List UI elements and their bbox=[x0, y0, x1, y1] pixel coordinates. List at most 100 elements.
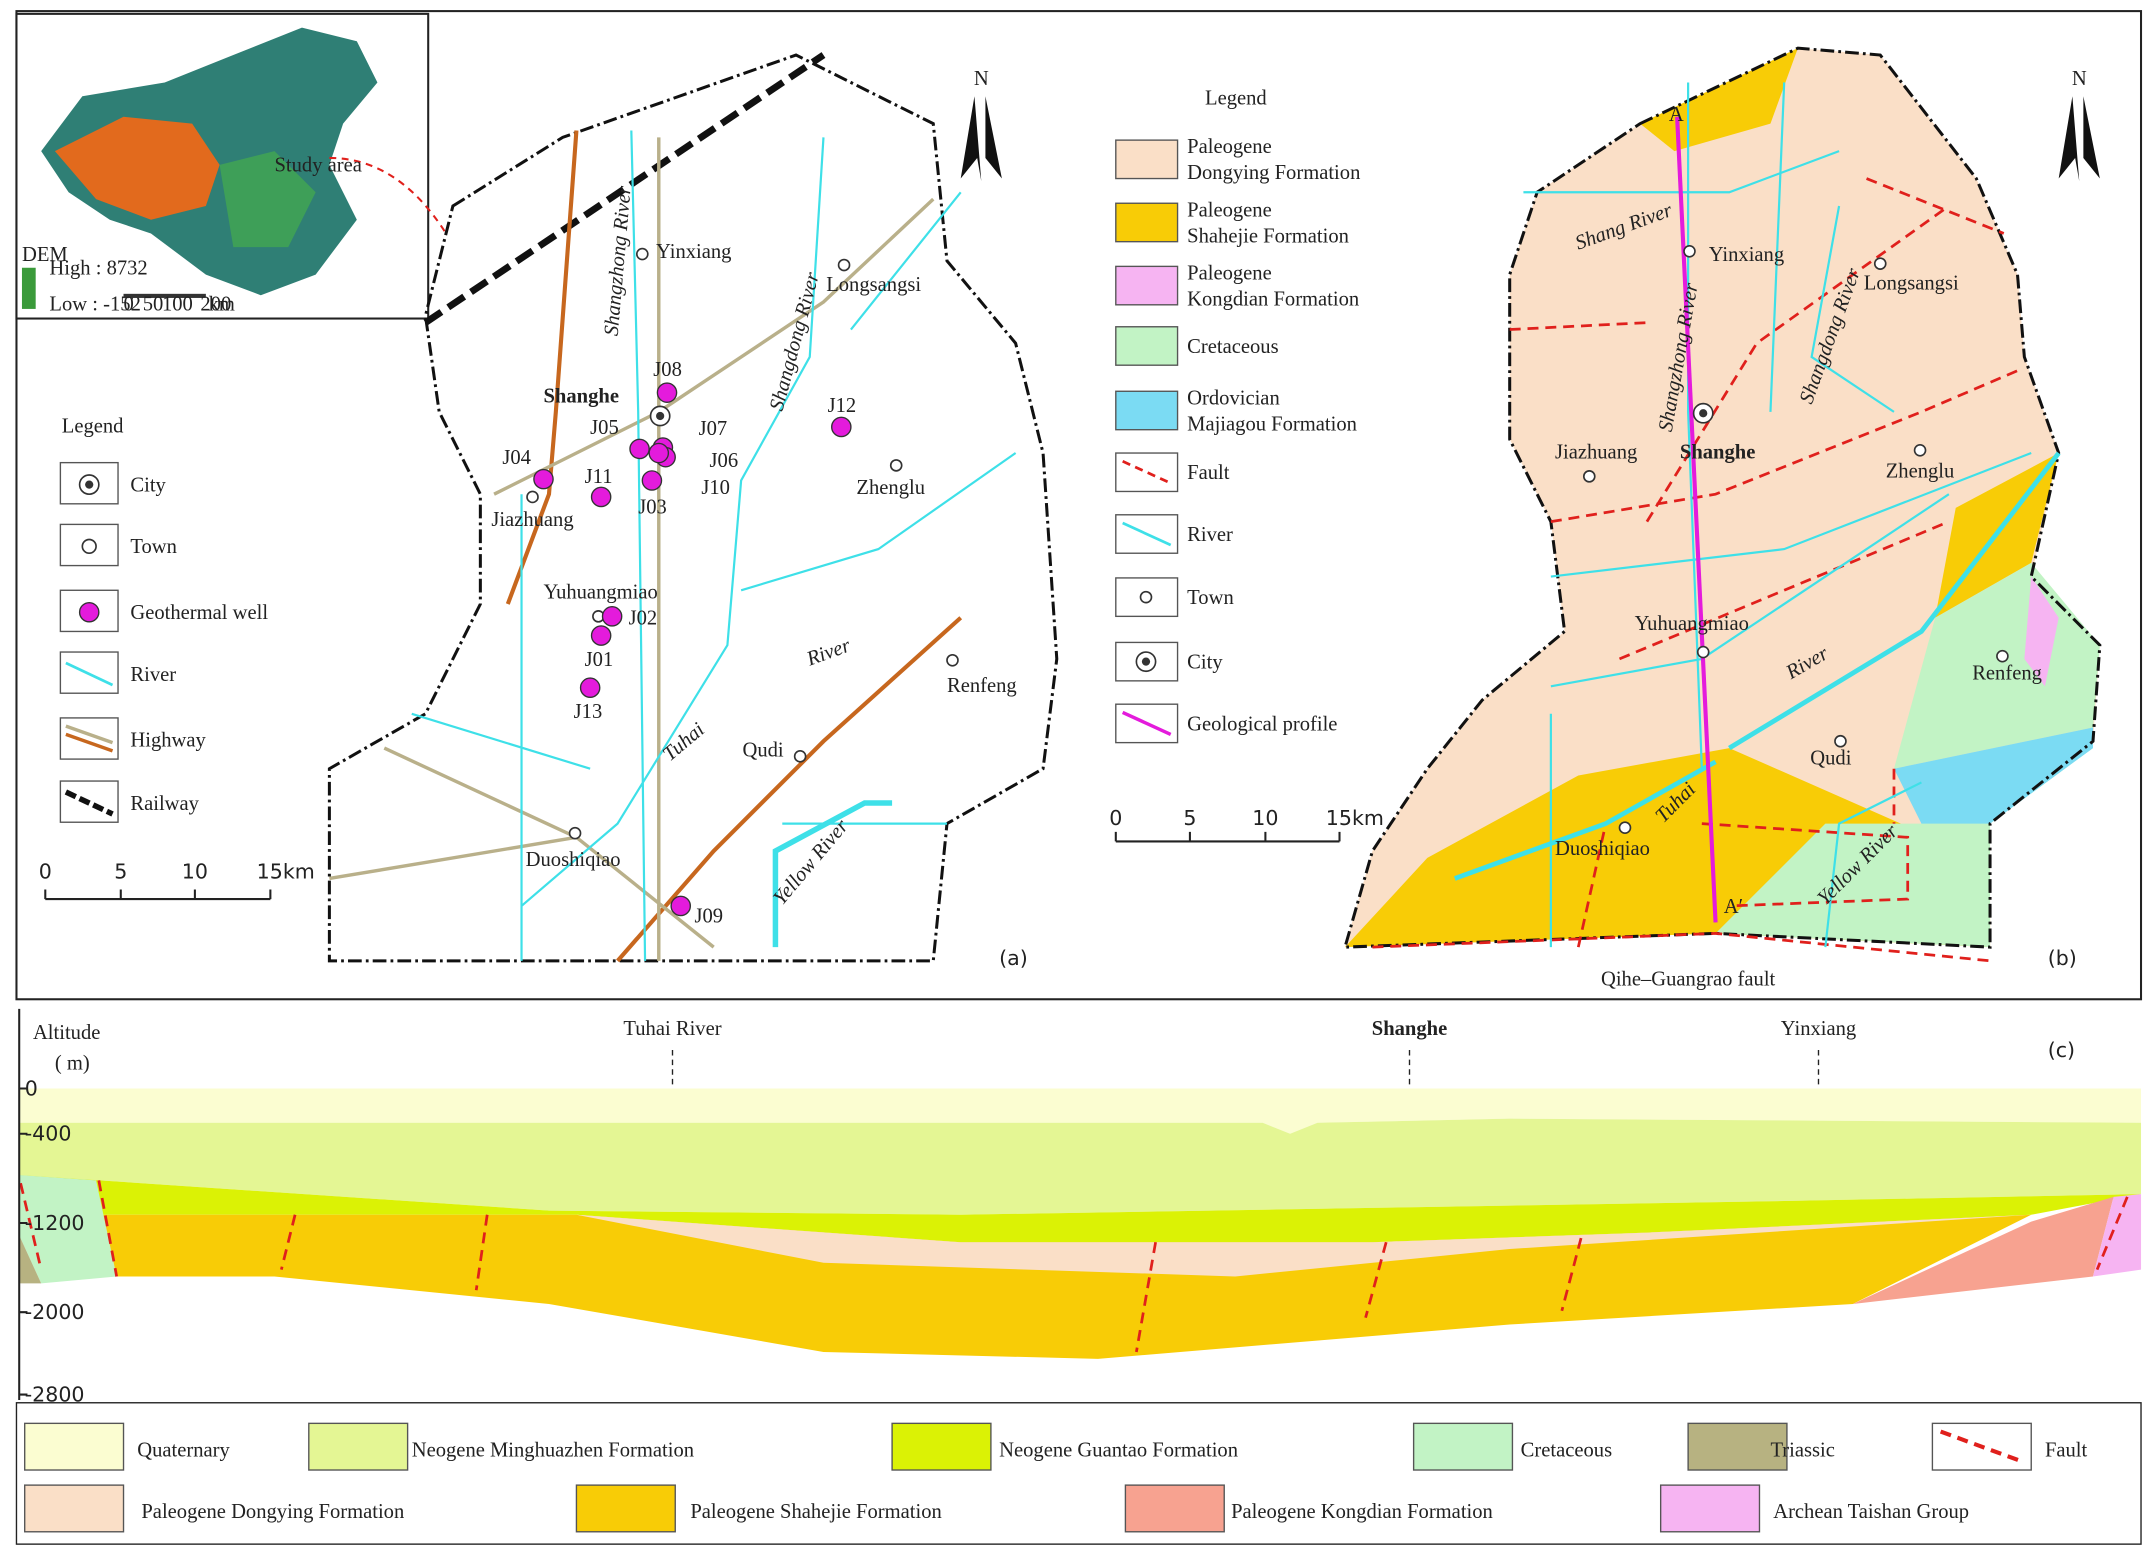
inset-scale-label: 100 bbox=[162, 293, 193, 315]
axis-title: Altitude bbox=[33, 1022, 100, 1044]
town-marker bbox=[526, 490, 539, 504]
railway bbox=[423, 52, 826, 326]
inset-scale-label: km bbox=[209, 293, 235, 315]
well-label: J09 bbox=[694, 905, 723, 927]
legend-item: Quaternary bbox=[137, 1439, 230, 1461]
panel-frame bbox=[15, 10, 2143, 1001]
geothermal-well bbox=[670, 895, 692, 917]
legend-swatch bbox=[24, 1422, 125, 1471]
town-marker bbox=[635, 247, 649, 261]
geothermal-well bbox=[629, 438, 650, 460]
north-label: N bbox=[2072, 68, 2087, 90]
legend-swatch bbox=[575, 1484, 676, 1533]
inset-plateau bbox=[54, 116, 220, 220]
shahejie-area bbox=[1640, 48, 2059, 618]
geothermal-well bbox=[533, 468, 554, 490]
taishan-layer bbox=[2092, 1194, 2142, 1277]
town-marker bbox=[1139, 590, 1153, 604]
well-label: J08 bbox=[653, 359, 682, 381]
legend-item: City bbox=[1187, 652, 1223, 674]
legend-item: City bbox=[130, 474, 166, 496]
legend-item: Paleogene bbox=[1187, 136, 1272, 158]
legend-item: Cretaceous bbox=[1187, 336, 1278, 358]
study-area-outline bbox=[1342, 46, 2102, 949]
legend-item: Geological profile bbox=[1187, 713, 1337, 735]
legend-swatch bbox=[1115, 390, 1179, 431]
legend-item: Cretaceous bbox=[1521, 1439, 1612, 1461]
scale-label: 15km bbox=[1326, 806, 1384, 830]
city-label: Shanghe bbox=[1680, 442, 1755, 464]
inset-legend-title: DEM bbox=[22, 244, 68, 266]
town-marker bbox=[1683, 244, 1696, 258]
inset-scale bbox=[123, 293, 206, 298]
town-label: Jiazhuang bbox=[491, 509, 573, 531]
altitude-tick-label: 0 bbox=[25, 1076, 38, 1100]
guantao-layer bbox=[19, 1174, 2142, 1243]
inset-dem-bar bbox=[21, 267, 36, 309]
city-label: Shanghe bbox=[543, 385, 619, 407]
inset-high: High : 8732 bbox=[49, 258, 147, 280]
legend-item: Town bbox=[1187, 587, 1234, 609]
altitude-tick-label: -2800 bbox=[25, 1382, 85, 1406]
panel-label: (b) bbox=[2048, 946, 2077, 970]
legend-item: Paleogene bbox=[1187, 262, 1272, 284]
scale-label: 0 bbox=[39, 859, 52, 883]
town-marker bbox=[81, 538, 97, 555]
legend-item: Fault bbox=[1187, 462, 1230, 484]
town-marker bbox=[793, 750, 807, 763]
cretaceous-layer bbox=[19, 1174, 117, 1284]
legend-item: Triassic bbox=[1770, 1439, 1834, 1461]
legend-swatch bbox=[1124, 1484, 1225, 1533]
city-marker bbox=[656, 411, 665, 421]
altitude-tick-label: -2000 bbox=[25, 1300, 85, 1324]
dongying-layer bbox=[576, 1214, 2032, 1277]
altitude-axis bbox=[18, 1008, 28, 1401]
kongdian-layer bbox=[1852, 1196, 2114, 1304]
north-arrow bbox=[2058, 96, 2100, 182]
well-label: J07 bbox=[699, 418, 728, 440]
legend-item: Town bbox=[130, 536, 177, 558]
legend-title: Legend bbox=[62, 415, 124, 437]
scale-label: 5 bbox=[114, 859, 127, 883]
inset-lowland bbox=[219, 151, 316, 248]
legend-item: Dongying Formation bbox=[1187, 162, 1360, 184]
axis-title: ( m) bbox=[55, 1052, 90, 1074]
legend-item: Archean Taishan Group bbox=[1773, 1501, 1969, 1523]
legend-swatch bbox=[1115, 202, 1179, 243]
town-label: Renfeng bbox=[947, 675, 1017, 697]
geothermal-well bbox=[579, 677, 601, 699]
scale-bar bbox=[44, 889, 272, 901]
legend-item: Kongdian Formation bbox=[1187, 288, 1359, 310]
legend-frame bbox=[15, 1402, 2142, 1545]
kongdian-area bbox=[2024, 576, 2059, 687]
legend-fault bbox=[1939, 1429, 2024, 1464]
fault-label: Qihe–Guangrao fault bbox=[1601, 969, 1776, 991]
geothermal-well bbox=[641, 470, 663, 491]
town-marker bbox=[1873, 257, 1887, 270]
quaternary-layer bbox=[19, 1088, 2142, 1134]
shahejie-layer bbox=[96, 1214, 2032, 1359]
legend-item: Paleogene Shahejie Formation bbox=[690, 1501, 941, 1523]
legend-item: Paleogene Kongdian Formation bbox=[1231, 1501, 1493, 1523]
town-label: Zhenglu bbox=[1886, 461, 1955, 483]
altitude-tick-label: -400 bbox=[25, 1122, 72, 1146]
panel-label: (c) bbox=[2048, 1038, 2075, 1062]
profile-end: A bbox=[1669, 104, 1684, 126]
city-marker bbox=[85, 480, 94, 489]
profile-end: A′ bbox=[1724, 896, 1743, 918]
town-label: Jiazhuang bbox=[1555, 442, 1637, 464]
well-label: J10 bbox=[701, 477, 730, 499]
legend-item: River bbox=[1187, 524, 1233, 546]
legend-item: Railway bbox=[130, 793, 199, 815]
place-label: Yinxiang bbox=[1781, 1018, 1856, 1040]
town-marker bbox=[1582, 470, 1596, 483]
town-marker bbox=[1834, 734, 1847, 748]
legend-title: Legend bbox=[1205, 87, 1267, 109]
city-marker bbox=[1699, 409, 1708, 418]
well-label: J05 bbox=[590, 417, 619, 439]
inset-arrow bbox=[329, 156, 447, 234]
town-label: Longsangsi bbox=[1864, 273, 1959, 295]
scale-label: 10 bbox=[182, 859, 208, 883]
